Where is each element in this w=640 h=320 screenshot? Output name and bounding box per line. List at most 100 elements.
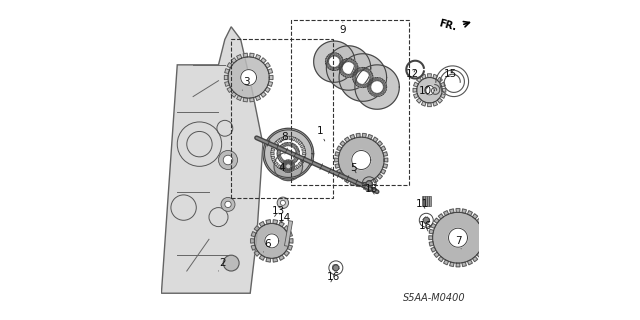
Polygon shape bbox=[254, 223, 289, 258]
Polygon shape bbox=[369, 79, 373, 81]
Polygon shape bbox=[449, 209, 454, 213]
Polygon shape bbox=[433, 212, 483, 263]
Polygon shape bbox=[413, 94, 419, 98]
Polygon shape bbox=[368, 134, 372, 139]
Polygon shape bbox=[483, 242, 487, 246]
Polygon shape bbox=[263, 128, 314, 179]
Polygon shape bbox=[292, 137, 296, 141]
Polygon shape bbox=[254, 226, 260, 231]
Text: 13: 13 bbox=[271, 206, 285, 216]
Polygon shape bbox=[339, 56, 342, 59]
Polygon shape bbox=[282, 160, 284, 163]
Polygon shape bbox=[368, 70, 371, 73]
Polygon shape bbox=[289, 169, 291, 172]
Text: 10: 10 bbox=[419, 86, 432, 96]
Polygon shape bbox=[268, 69, 273, 73]
Text: 9: 9 bbox=[340, 22, 346, 35]
Circle shape bbox=[218, 150, 237, 170]
Polygon shape bbox=[351, 73, 354, 76]
Polygon shape bbox=[294, 158, 297, 162]
Polygon shape bbox=[339, 67, 342, 69]
Polygon shape bbox=[438, 214, 444, 219]
Polygon shape bbox=[283, 168, 286, 171]
Text: 16: 16 bbox=[365, 184, 378, 194]
Polygon shape bbox=[273, 220, 278, 224]
Polygon shape bbox=[376, 77, 378, 81]
Polygon shape bbox=[369, 75, 373, 76]
Polygon shape bbox=[429, 236, 433, 240]
Polygon shape bbox=[355, 82, 358, 85]
Polygon shape bbox=[356, 83, 359, 86]
Polygon shape bbox=[288, 170, 289, 173]
Polygon shape bbox=[265, 87, 270, 92]
Polygon shape bbox=[335, 67, 336, 70]
Bar bbox=[365, 180, 372, 187]
Text: 14: 14 bbox=[278, 213, 291, 223]
Bar bbox=[424, 218, 429, 223]
Polygon shape bbox=[438, 256, 444, 262]
Polygon shape bbox=[266, 258, 271, 262]
Polygon shape bbox=[365, 84, 367, 87]
Bar bbox=[333, 265, 339, 270]
Bar bbox=[332, 264, 339, 271]
Polygon shape bbox=[326, 59, 329, 60]
Polygon shape bbox=[268, 82, 273, 86]
Bar bbox=[428, 196, 429, 206]
Polygon shape bbox=[273, 159, 276, 163]
Polygon shape bbox=[356, 182, 360, 187]
Polygon shape bbox=[356, 133, 360, 138]
Polygon shape bbox=[265, 63, 270, 68]
Bar bbox=[429, 196, 431, 206]
Polygon shape bbox=[291, 161, 293, 164]
Polygon shape bbox=[370, 80, 373, 83]
Polygon shape bbox=[284, 161, 286, 164]
Polygon shape bbox=[286, 143, 288, 146]
Polygon shape bbox=[251, 245, 256, 250]
Polygon shape bbox=[280, 158, 283, 162]
Polygon shape bbox=[434, 252, 439, 257]
Polygon shape bbox=[456, 209, 460, 212]
Polygon shape bbox=[279, 221, 284, 227]
Polygon shape bbox=[264, 130, 312, 178]
Polygon shape bbox=[277, 153, 280, 154]
Polygon shape bbox=[376, 93, 378, 97]
Bar bbox=[424, 196, 425, 206]
Polygon shape bbox=[383, 84, 387, 86]
Polygon shape bbox=[271, 136, 306, 171]
Polygon shape bbox=[373, 178, 378, 183]
Polygon shape bbox=[251, 239, 255, 243]
Polygon shape bbox=[417, 77, 422, 82]
Polygon shape bbox=[277, 165, 281, 169]
Polygon shape bbox=[278, 148, 282, 150]
Polygon shape bbox=[340, 61, 343, 62]
Polygon shape bbox=[227, 87, 232, 92]
Polygon shape bbox=[369, 72, 372, 75]
Polygon shape bbox=[413, 88, 417, 92]
Polygon shape bbox=[300, 145, 304, 148]
Polygon shape bbox=[382, 90, 386, 92]
Polygon shape bbox=[346, 74, 348, 77]
Polygon shape bbox=[281, 137, 284, 141]
Polygon shape bbox=[362, 182, 366, 187]
Polygon shape bbox=[351, 60, 354, 63]
Polygon shape bbox=[339, 64, 342, 67]
Polygon shape bbox=[227, 63, 232, 68]
Polygon shape bbox=[273, 145, 276, 148]
Polygon shape bbox=[381, 169, 386, 174]
Polygon shape bbox=[282, 144, 284, 148]
Polygon shape bbox=[349, 74, 351, 77]
Polygon shape bbox=[277, 155, 281, 157]
Polygon shape bbox=[340, 63, 343, 65]
Circle shape bbox=[223, 155, 233, 165]
Polygon shape bbox=[282, 166, 285, 167]
Polygon shape bbox=[483, 236, 487, 240]
Bar bbox=[424, 218, 429, 223]
Text: 2: 2 bbox=[218, 258, 226, 271]
Polygon shape bbox=[372, 78, 374, 82]
Polygon shape bbox=[372, 92, 374, 96]
Polygon shape bbox=[355, 65, 358, 67]
Polygon shape bbox=[456, 263, 460, 267]
Polygon shape bbox=[472, 256, 477, 262]
Polygon shape bbox=[480, 247, 485, 252]
Polygon shape bbox=[271, 153, 274, 155]
